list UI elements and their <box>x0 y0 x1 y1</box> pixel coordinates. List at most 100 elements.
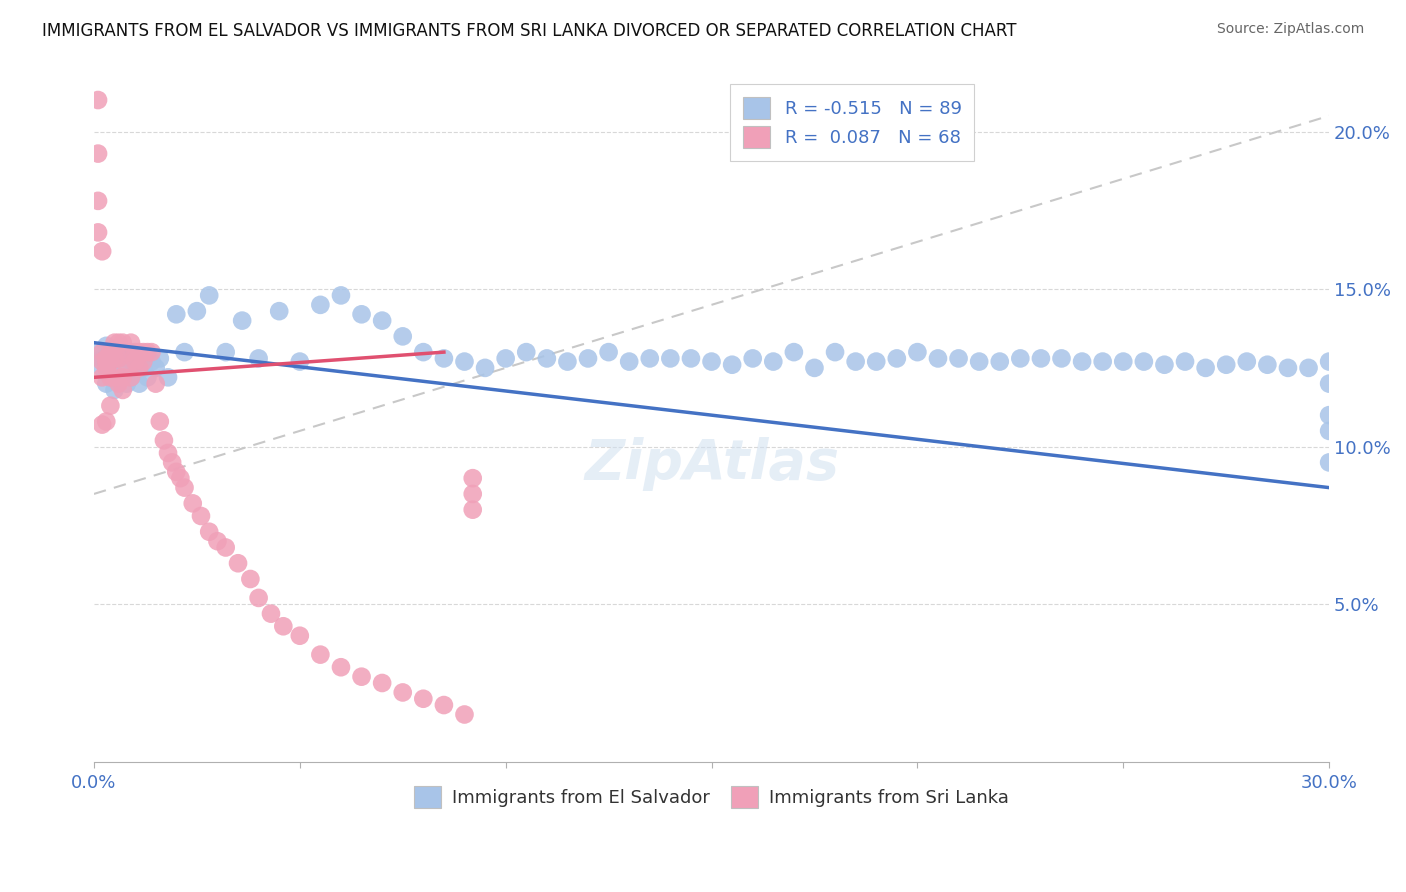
Point <box>103 383 125 397</box>
Point <box>165 465 187 479</box>
Point <box>145 360 167 375</box>
Point <box>453 707 475 722</box>
Point <box>96 351 118 366</box>
Point <box>91 345 114 359</box>
Point <box>124 345 146 359</box>
Point <box>87 93 110 107</box>
Point <box>111 383 134 397</box>
Point <box>273 619 295 633</box>
Point <box>309 648 332 662</box>
Point <box>198 524 221 539</box>
Point <box>824 345 846 359</box>
Point <box>136 345 159 359</box>
Point <box>115 351 138 366</box>
Point <box>461 471 484 485</box>
Point <box>1010 351 1032 366</box>
Point <box>461 502 484 516</box>
Point <box>741 351 763 366</box>
Point <box>115 345 138 359</box>
Point <box>1112 354 1135 368</box>
Point <box>1256 358 1278 372</box>
Point <box>145 376 167 391</box>
Point <box>967 354 990 368</box>
Point <box>111 360 134 375</box>
Point <box>136 370 159 384</box>
Point <box>309 298 332 312</box>
Point <box>173 345 195 359</box>
Point <box>157 370 180 384</box>
Point <box>988 354 1011 368</box>
Point <box>598 345 620 359</box>
Point <box>474 360 496 375</box>
Point <box>948 351 970 366</box>
Point <box>783 345 806 359</box>
Point <box>1050 351 1073 366</box>
Point <box>659 351 682 366</box>
Point <box>91 354 114 368</box>
Point <box>1277 360 1299 375</box>
Point <box>215 345 238 359</box>
Point <box>91 370 114 384</box>
Point <box>153 434 176 448</box>
Point <box>886 351 908 366</box>
Point <box>350 670 373 684</box>
Point <box>120 345 142 359</box>
Point <box>91 360 114 375</box>
Point <box>495 351 517 366</box>
Point <box>215 541 238 555</box>
Point <box>96 354 118 368</box>
Point <box>927 351 949 366</box>
Point <box>87 345 110 359</box>
Point <box>132 345 155 359</box>
Point <box>100 354 122 368</box>
Point <box>433 698 456 712</box>
Point <box>107 351 129 366</box>
Point <box>1153 358 1175 372</box>
Text: Source: ZipAtlas.com: Source: ZipAtlas.com <box>1216 22 1364 37</box>
Point <box>96 360 118 375</box>
Point <box>103 335 125 350</box>
Point <box>173 481 195 495</box>
Point <box>330 288 353 302</box>
Point <box>91 351 114 366</box>
Point <box>186 304 208 318</box>
Point <box>120 335 142 350</box>
Point <box>557 354 579 368</box>
Point <box>412 691 434 706</box>
Point <box>905 345 928 359</box>
Point <box>91 244 114 259</box>
Point <box>111 370 134 384</box>
Point <box>1317 455 1340 469</box>
Point <box>1091 354 1114 368</box>
Point <box>107 370 129 384</box>
Point <box>679 351 702 366</box>
Point <box>269 304 291 318</box>
Point <box>638 351 661 366</box>
Point <box>115 360 138 375</box>
Point <box>288 354 311 368</box>
Point <box>107 351 129 366</box>
Point <box>103 345 125 359</box>
Point <box>128 345 150 359</box>
Point <box>1317 424 1340 438</box>
Point <box>100 399 122 413</box>
Legend: Immigrants from El Salvador, Immigrants from Sri Lanka: Immigrants from El Salvador, Immigrants … <box>406 779 1017 815</box>
Point <box>87 194 110 208</box>
Point <box>165 307 187 321</box>
Point <box>115 376 138 391</box>
Point <box>231 313 253 327</box>
Point <box>181 496 204 510</box>
Point <box>198 288 221 302</box>
Point <box>120 370 142 384</box>
Point <box>103 370 125 384</box>
Point <box>1133 354 1156 368</box>
Point <box>160 455 183 469</box>
Point <box>96 339 118 353</box>
Point <box>412 345 434 359</box>
Point <box>100 354 122 368</box>
Point <box>141 354 163 368</box>
Point <box>132 354 155 368</box>
Point <box>453 354 475 368</box>
Point <box>330 660 353 674</box>
Point <box>576 351 599 366</box>
